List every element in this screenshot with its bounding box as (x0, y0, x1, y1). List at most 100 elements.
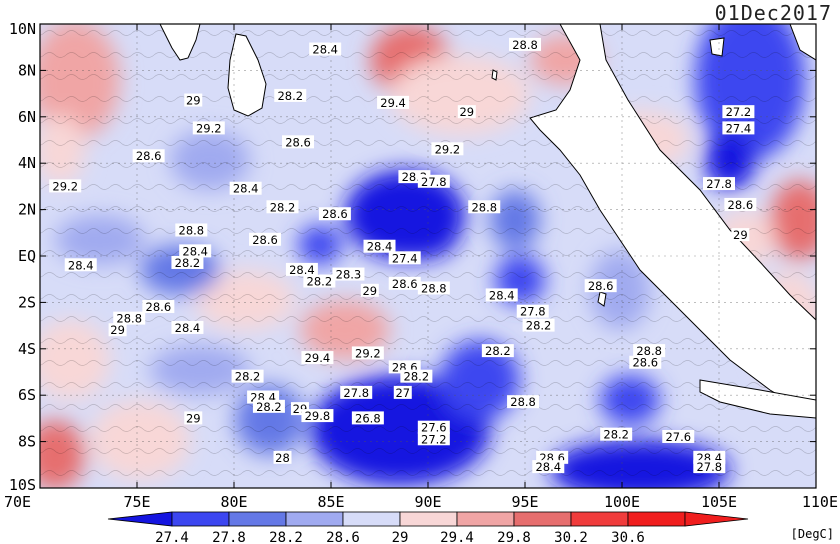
contour-label-bg (49, 179, 82, 193)
colorbar-tick-label: 27.4 (155, 530, 189, 544)
contour-label: 29.4 (377, 95, 410, 110)
contour-label-bg (633, 344, 666, 358)
colorbar-tick-label: 28.6 (326, 530, 360, 544)
colorbar-unit: [DegC] (791, 527, 834, 541)
contour-label-text: 28.4 (489, 288, 515, 302)
contour-label-bg (351, 346, 384, 360)
colorbar-segment (456, 511, 515, 527)
y-tick-label: 6S (18, 386, 36, 404)
contour-label-bg (274, 88, 307, 102)
colorbar-segment (570, 511, 629, 527)
contour-label: 28.6 (584, 279, 617, 293)
contour-label: 28 (273, 450, 292, 465)
contour-label-bg (231, 369, 264, 383)
contour-label-text: 28.2 (485, 344, 511, 358)
contour-label-bg (351, 411, 384, 425)
x-tick-label: 90E (414, 493, 441, 511)
colorbar-tick-label: 29.8 (497, 530, 531, 544)
contour-label-text: 28.6 (322, 207, 348, 221)
contour-label: 28.4 (285, 262, 318, 277)
contour-label-text: 27.2 (421, 432, 447, 446)
contour-label-bg (516, 304, 549, 318)
contour-label-text: 28.2 (277, 89, 303, 103)
contour-label-bg (703, 177, 735, 191)
colorbar-tick-label: 30.6 (611, 530, 645, 544)
x-axis: 70E 75E 80E 85E 90E 95E 100E 105E 110E (4, 24, 838, 511)
contour-label-text: 28.8 (510, 395, 536, 409)
contour-label-text: 27.8 (696, 460, 722, 474)
contour-label-bg (64, 258, 97, 272)
contour-label: 27.8 (703, 177, 735, 191)
x-tick-label: 100E (604, 493, 640, 511)
contour-label: 28.4 (229, 181, 262, 196)
contour-label-text: 28.4 (233, 182, 259, 196)
contour-label-text: 29.4 (380, 96, 406, 110)
contour-label-bg (522, 318, 555, 332)
contour-label-text: 29.2 (355, 346, 381, 360)
y-tick-label: 10N (9, 20, 36, 38)
contour-label-bg (457, 105, 476, 119)
contour-label: 27.6 (662, 429, 695, 444)
andaman-islands (491, 69, 498, 81)
colorbar-segment (171, 511, 230, 527)
contour-label-bg (309, 42, 342, 56)
contour-label: 28.6 (629, 355, 662, 370)
contour-label-text: 28.8 (421, 281, 447, 295)
contour-label-text: 28.2 (270, 200, 296, 214)
contour-label: 28.8 (468, 200, 501, 214)
contour-label-text: 28.4 (289, 263, 315, 277)
colorbar-segment (285, 511, 344, 527)
contour-label: 28.8 (417, 281, 450, 295)
contour-label-bg (388, 276, 421, 290)
contour-label-bg (363, 239, 396, 253)
contour-label: 28.2 (171, 256, 204, 270)
x-tick-label: 95E (511, 493, 538, 511)
contour-label: 27.8 (340, 385, 373, 400)
contour-label-text: 28.6 (392, 277, 418, 291)
contour-label-bg (171, 320, 204, 334)
colorbar-tick-label: 28.2 (269, 530, 303, 544)
landmasses (159, 24, 816, 419)
contour-label-bg (417, 281, 450, 295)
contour-label-text: 28.2 (526, 319, 552, 333)
contour-label-bg (273, 450, 292, 464)
contour-label-bg (142, 300, 175, 314)
contour-label: 29.2 (192, 121, 225, 135)
contour-label-bg (600, 427, 633, 441)
contour-label-text: 28.6 (136, 149, 162, 163)
contour-label-text: 27.8 (706, 177, 732, 191)
contour-label-bg (417, 174, 450, 188)
contour-label: 28.6 (132, 149, 165, 163)
contour-label-bg (393, 385, 412, 399)
contour-label-bg (318, 207, 351, 221)
contour-label-text: 28.8 (116, 312, 142, 326)
contour-label-bg (360, 283, 379, 297)
contour-label: 29 (360, 283, 379, 298)
contour-label-text: 28.6 (252, 233, 278, 247)
india-landmass (159, 24, 201, 61)
contour-label-text: 28.4 (182, 244, 208, 258)
contour-label: 27.8 (693, 460, 726, 474)
contour-label: 28.4 (363, 239, 396, 254)
contour-label: 28.4 (171, 320, 204, 335)
contour-label-text: 28.2 (235, 370, 261, 384)
contour-label-bg (722, 105, 755, 119)
contour-label-text: 28.6 (728, 198, 754, 212)
contour-label-bg (332, 267, 365, 281)
colorbar-tick-label: 27.8 (212, 530, 246, 544)
colorbar-segment (228, 511, 287, 527)
contour-label-bg (252, 399, 285, 413)
date-title: 01Dec2017 (715, 1, 832, 25)
contour-label-text: 28.8 (512, 38, 538, 52)
contour-label-text: 29 (733, 228, 748, 242)
contour-label-text: 29 (459, 105, 474, 119)
y-tick-label: EQ (18, 247, 36, 265)
colorbar-segment (399, 511, 458, 527)
x-tick-label: 75E (123, 493, 150, 511)
contour-label-bg (192, 121, 225, 135)
x-tick-label: 80E (220, 493, 247, 511)
x-tick-label: 85E (317, 493, 344, 511)
x-tick-label: 105E (701, 493, 737, 511)
contour-label: 29.4 (301, 351, 334, 365)
contour-label: 28.2 (522, 318, 555, 333)
